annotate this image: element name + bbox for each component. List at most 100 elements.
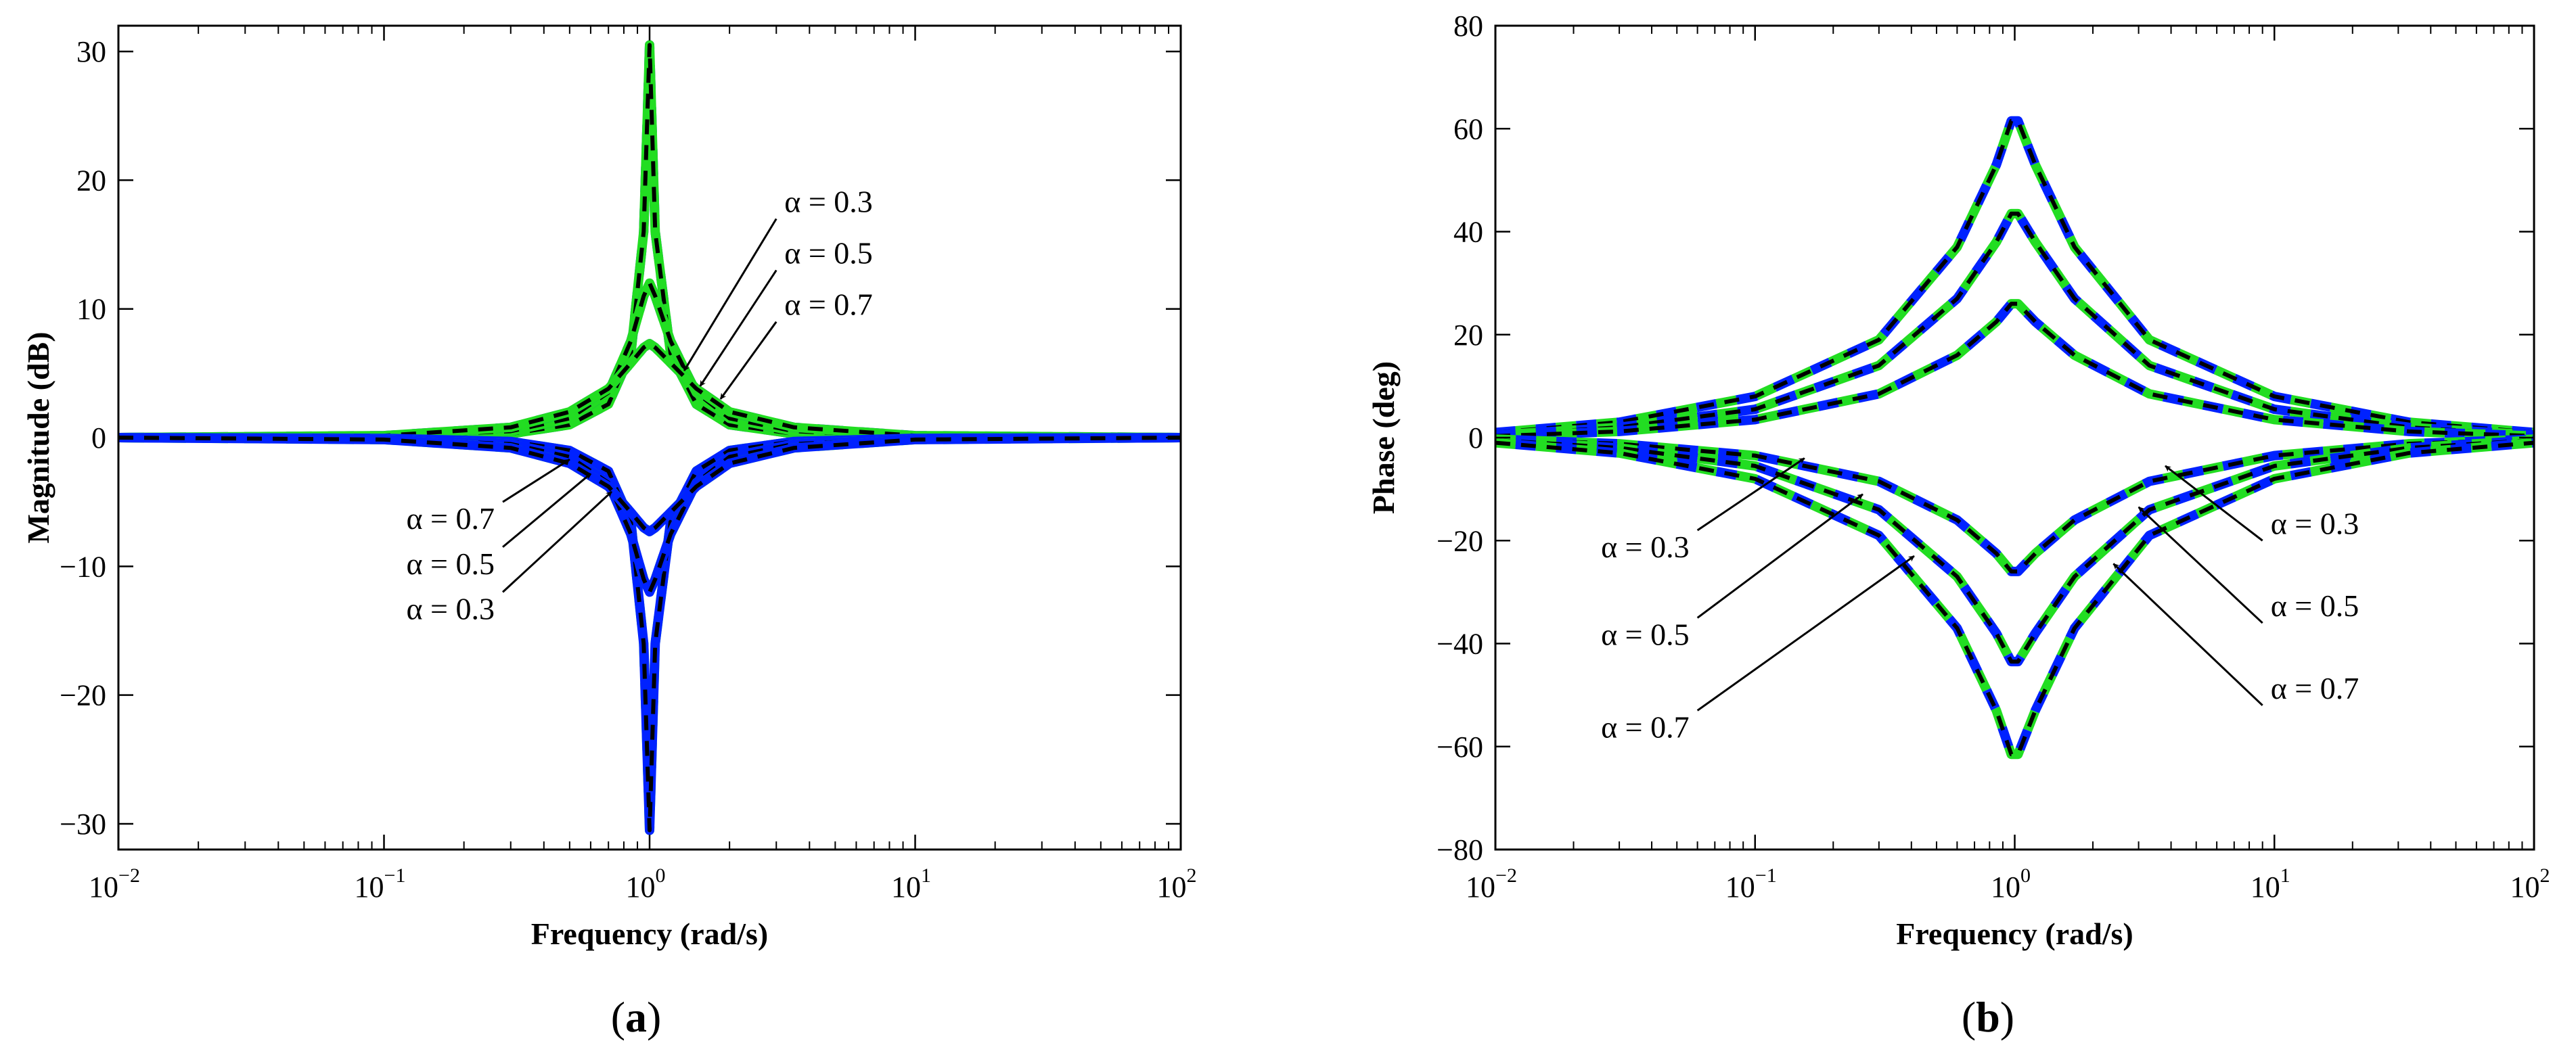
annotation-arrow — [2165, 465, 2263, 542]
x-axis-label: Frequency (rad/s) — [531, 916, 769, 951]
x-tick-base: 10 — [1991, 870, 2020, 904]
y-tick-label: 60 — [1453, 112, 1483, 145]
annotation-arrow — [502, 459, 570, 503]
series-line-black-dashed — [1495, 118, 2534, 435]
series-line-green — [118, 339, 1181, 442]
annotation-label: α = 0.3 — [406, 591, 495, 626]
series-lower-alpha-0-3 — [118, 433, 1181, 835]
annotation: α = 0.7 — [406, 459, 570, 536]
x-tick-label: 102 — [1157, 864, 1197, 904]
series-line-black-dashed — [1495, 438, 2534, 664]
series-line-black-dashed — [118, 342, 1181, 440]
series-upper-alpha-0-5 — [118, 278, 1181, 442]
series-lower-alpha-0-7 — [118, 433, 1181, 536]
x-tick-label: 100 — [1991, 864, 2031, 904]
series-upper-alpha-0-7 — [1495, 116, 2534, 438]
series-line-black-dashed — [1495, 437, 2534, 574]
series-line-blue — [1495, 116, 2534, 438]
annotation-arrow — [2138, 506, 2263, 624]
x-tick-label: 10−2 — [1466, 864, 1517, 904]
y-tick-label: −20 — [1437, 524, 1483, 557]
series-upper-alpha-0-3 — [118, 40, 1181, 442]
y-tick-label: 0 — [91, 421, 106, 455]
series-line-green — [118, 433, 1181, 597]
y-tick-label: 0 — [1468, 421, 1483, 455]
x-tick-exponent: 2 — [2540, 864, 2550, 887]
annotation-arrow — [683, 218, 777, 371]
annotation: α = 0.3 — [683, 184, 873, 371]
panel-label: (b) — [1962, 993, 2014, 1041]
series-line-black-dashed — [118, 436, 1181, 833]
x-tick-label: 101 — [891, 864, 931, 904]
panel-label: (a) — [611, 993, 662, 1041]
y-tick-label: 30 — [76, 35, 106, 68]
y-tick-label: −60 — [1437, 730, 1483, 764]
annotation-label: α = 0.3 — [784, 184, 873, 218]
series-line-blue — [118, 339, 1181, 442]
annotation-label: α = 0.7 — [784, 287, 873, 322]
annotation-arrow — [699, 269, 777, 387]
y-tick-label: 10 — [76, 293, 106, 326]
x-tick-label: 101 — [2251, 864, 2290, 904]
annotation: α = 0.7 — [1601, 555, 1915, 744]
annotation: α = 0.5 — [1601, 493, 1863, 651]
x-tick-exponent: 0 — [656, 864, 666, 887]
x-tick-label: 10−1 — [1725, 864, 1777, 904]
x-tick-exponent: −1 — [1755, 864, 1777, 887]
y-tick-label: −80 — [1437, 833, 1483, 866]
series-lower-alpha-0-7 — [1495, 438, 2534, 760]
annotation-arrow — [1696, 457, 1805, 532]
x-tick-label: 102 — [2510, 864, 2550, 904]
series-line-black-dashed — [118, 43, 1181, 440]
x-tick-base: 10 — [89, 870, 118, 904]
series-upper-alpha-0-3 — [1495, 299, 2534, 441]
x-tick-exponent: 0 — [2020, 864, 2031, 887]
series-line-black-dashed — [1495, 302, 2534, 438]
x-tick-base: 10 — [626, 870, 656, 904]
x-tick-base: 10 — [891, 870, 921, 904]
x-tick-label: 10−1 — [355, 864, 406, 904]
x-tick-exponent: 1 — [921, 864, 931, 887]
series-line-green — [1495, 438, 2534, 760]
x-tick-exponent: −2 — [118, 864, 140, 887]
curves — [118, 40, 1181, 835]
series-line-green — [1495, 208, 2534, 440]
x-tick-base: 10 — [1157, 870, 1187, 904]
series-line-blue — [1495, 438, 2534, 760]
x-tick-label: 100 — [626, 864, 666, 904]
magnitude-chart: 10−2 10−1 100 101 1023020100−10−20−30Frequen… — [21, 24, 1197, 1041]
annotation: α = 0.5 — [2138, 506, 2359, 624]
series-line-blue — [1495, 208, 2534, 440]
y-tick-label: −30 — [60, 808, 106, 841]
annotation-label: α = 0.7 — [2271, 671, 2359, 705]
y-tick-label: −20 — [60, 679, 106, 712]
y-tick-label: −40 — [1437, 628, 1483, 661]
x-tick-exponent: −1 — [384, 864, 406, 887]
annotation-label: α = 0.7 — [1601, 710, 1690, 744]
curves — [1495, 116, 2534, 760]
x-tick-base: 10 — [1725, 870, 1755, 904]
annotation-label: α = 0.3 — [1601, 530, 1690, 564]
annotation-arrow — [719, 321, 777, 400]
annotation-label: α = 0.5 — [1601, 617, 1690, 651]
y-tick-label: 80 — [1453, 9, 1483, 43]
annotation-label: α = 0.5 — [784, 236, 873, 271]
series-line-green — [118, 433, 1181, 536]
series-line-black-dashed — [1495, 211, 2534, 438]
y-tick-label: 20 — [76, 164, 106, 197]
y-axis-label: Phase (deg) — [1366, 361, 1401, 514]
annotation: α = 0.5 — [699, 236, 873, 387]
annotation: α = 0.3 — [1601, 457, 1805, 564]
annotation-label: α = 0.7 — [406, 501, 495, 536]
series-line-blue — [118, 433, 1181, 597]
annotation: α = 0.3 — [406, 490, 613, 626]
series-line-green — [118, 278, 1181, 442]
series-line-blue — [118, 433, 1181, 536]
series-line-black-dashed — [118, 436, 1181, 534]
phase-chart: 10−2 10−1 100 101 102806040200−20−40−60−80Fr… — [1366, 9, 2550, 1041]
x-tick-base: 10 — [1466, 870, 1495, 904]
series-line-black-dashed — [118, 281, 1181, 440]
series-lower-alpha-0-5 — [118, 433, 1181, 597]
x-tick-base: 10 — [355, 870, 384, 904]
